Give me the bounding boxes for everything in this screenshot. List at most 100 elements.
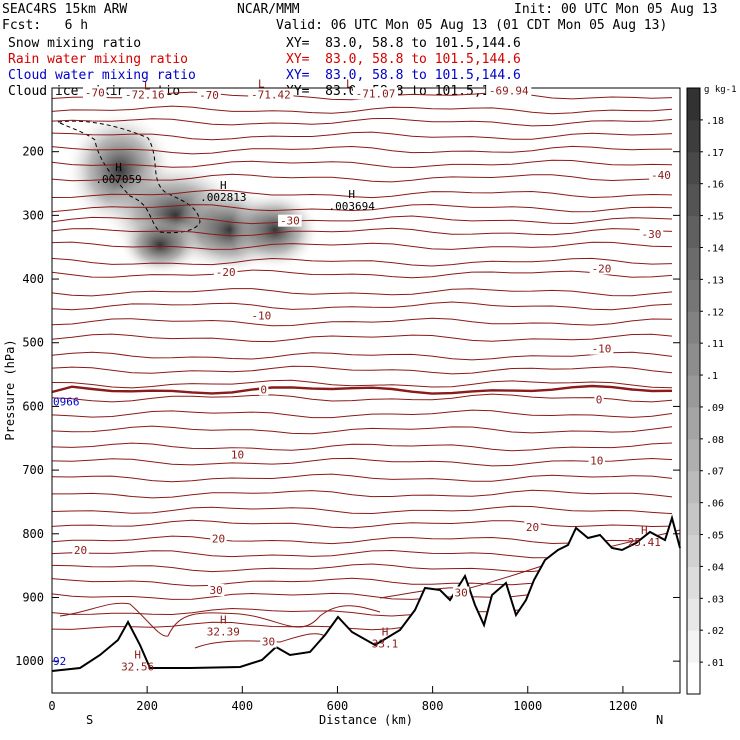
- field-name: Cloud water mixing ratio: [8, 68, 196, 83]
- label-knockout: [352, 87, 399, 100]
- colorbar-swatch: [687, 662, 700, 695]
- colorbar-label: .13: [706, 275, 724, 286]
- x-tick-label: 1200: [608, 699, 637, 713]
- colorbar-swatch: [687, 88, 700, 121]
- valid-time: Valid: 06 UTC Mon 05 Aug 13 (01 CDT Mon …: [276, 18, 668, 33]
- extremum-marker: L: [346, 78, 353, 91]
- edge-value-label: 92: [53, 655, 66, 668]
- extremum-value: 33.1: [372, 637, 399, 650]
- extremum-marker: H: [220, 613, 227, 626]
- label-knockout: [594, 393, 604, 406]
- temperature-contour: [51, 393, 673, 403]
- temperature-contour: [59, 602, 381, 637]
- colorbar-swatch: [687, 247, 700, 280]
- colorbar-swatch: [687, 343, 700, 376]
- temperature-contour: [51, 241, 673, 250]
- temperature-contour-label: -10: [251, 310, 271, 323]
- y-axis-label: Pressure (hPa): [3, 339, 17, 440]
- field-xy: XY= 83.0, 58.8 to 101.5,144.6: [286, 68, 521, 83]
- x-tick-label: 400: [231, 699, 253, 713]
- temperature-contour: [51, 505, 673, 515]
- temperature-contour: [194, 633, 331, 649]
- temperature-contour: [51, 409, 673, 419]
- label-knockout: [249, 309, 274, 322]
- colorbar-swatch: [687, 183, 700, 217]
- temperature-contour: [51, 227, 673, 237]
- temperature-contour-label: 20: [74, 544, 87, 557]
- temperature-contour-label: -40: [651, 169, 671, 182]
- temperature-contour: [52, 489, 673, 499]
- label-knockout: [122, 88, 168, 101]
- label-knockout: [72, 543, 89, 556]
- colorbar-label: .18: [706, 116, 724, 127]
- colorbar-label: .11: [706, 339, 724, 350]
- temperature-contour-label: -30: [280, 215, 300, 228]
- temperature-contour: [51, 457, 673, 467]
- freezing-level-contour: [51, 384, 673, 395]
- temperature-contour: [51, 301, 673, 311]
- temperature-contour: [51, 351, 673, 361]
- terrain-line: [51, 514, 681, 672]
- colorbar-label: .17: [706, 148, 724, 159]
- temperature-contour: [51, 159, 673, 169]
- extremum-value: 32.39: [207, 625, 240, 638]
- colorbar-swatch: [687, 311, 700, 344]
- forecast-hour: Fcst: 6 h: [2, 18, 89, 33]
- colorbar-label: .12: [706, 307, 724, 318]
- colorbar-swatch: [687, 375, 700, 408]
- temperature-contour-label: 10: [590, 455, 603, 468]
- label-knockout: [248, 88, 294, 101]
- temperature-contour: [51, 333, 673, 343]
- label-knockout: [197, 89, 221, 102]
- field-name: Rain water mixing ratio: [8, 52, 189, 67]
- temperature-contour-label: 20: [526, 521, 539, 534]
- colorbar-label: .05: [706, 531, 724, 542]
- temperature-contour: [51, 105, 673, 115]
- terrain-fill: [52, 518, 680, 693]
- temperature-contour-label: 0: [596, 394, 603, 407]
- extremum-value: 32.56: [121, 660, 154, 673]
- chart-title: SEAC4RS 15km ARW: [2, 2, 128, 17]
- x-end-label-s: S: [86, 713, 93, 727]
- temperature-contour-label: -70: [199, 89, 219, 102]
- temperature-contour-label: -72.16: [125, 89, 165, 102]
- cloud-ice-contour: [56, 120, 201, 234]
- label-knockout: [639, 228, 664, 241]
- extremum-marker: H: [348, 188, 355, 201]
- x-tick-label: 600: [327, 699, 349, 713]
- temperature-contour-label: -71.42: [251, 89, 291, 102]
- colorbar-swatch: [687, 119, 700, 153]
- temperature-contour: [51, 203, 673, 213]
- temperature-contour-label: 30: [455, 587, 468, 600]
- colorbar-label: .02: [706, 626, 724, 637]
- org-label: NCAR/MMM: [237, 2, 300, 17]
- temperature-contour: [51, 379, 673, 389]
- temperature-contour: [51, 189, 673, 199]
- edge-value-label: 0966: [53, 395, 80, 408]
- x-axis-label: Distance (km): [319, 713, 413, 727]
- temperature-contour-label: -30: [642, 228, 662, 241]
- extremum-value: .003694: [329, 200, 376, 213]
- colorbar-label: .16: [706, 180, 724, 191]
- field-name: Snow mixing ratio: [8, 36, 142, 51]
- x-tick-label: 1000: [513, 699, 542, 713]
- field-xy: XY= 83.0, 58.8 to 101.5,144.6: [286, 52, 521, 67]
- extremum-marker: H: [382, 625, 389, 638]
- colorbar-swatch: [687, 470, 700, 504]
- colorbar-swatch: [687, 279, 700, 312]
- y-tick-label: 600: [22, 399, 44, 413]
- label-knockout: [589, 262, 614, 275]
- label-knockout: [207, 584, 225, 597]
- colorbar-swatch: [687, 598, 700, 631]
- colorbar-label: .01: [706, 658, 724, 669]
- temperature-contour: [51, 145, 673, 155]
- label-knockout: [278, 214, 302, 227]
- temperature-contour-label: 30: [262, 636, 275, 649]
- colorbar-swatch: [687, 502, 700, 536]
- label-knockout: [588, 454, 605, 467]
- init-time: Init: 00 UTC Mon 05 Aug 13: [514, 2, 718, 17]
- label-knockout: [452, 586, 470, 599]
- colorbar-label: .06: [706, 499, 724, 510]
- field-xy: XY= 83.0, 58.8 to 101.5,144.6: [286, 36, 521, 51]
- label-knockout: [649, 168, 673, 181]
